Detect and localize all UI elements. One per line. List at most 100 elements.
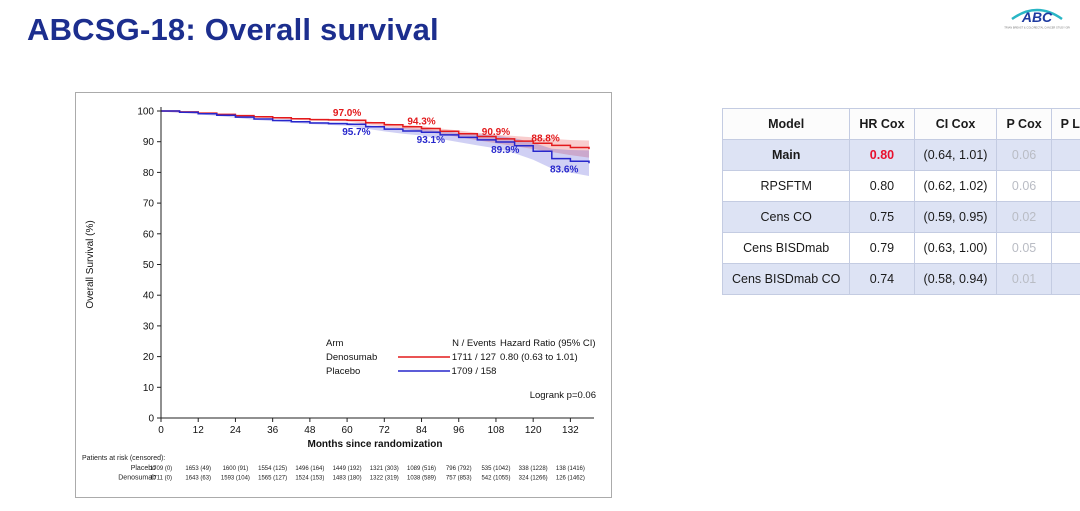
km-annotation: 88.8%	[531, 133, 559, 144]
km-curve-placebo	[161, 110, 590, 164]
x-tick-label: 84	[416, 425, 428, 436]
ci-band-placebo	[161, 111, 589, 176]
at-risk-value: 1321 (303)	[370, 466, 399, 472]
x-tick-label: 120	[525, 425, 542, 436]
x-tick-label: 48	[304, 425, 316, 436]
y-tick-label: 100	[137, 107, 154, 118]
legend-name: Denosumab	[326, 352, 377, 363]
cell-p-logrank: 0.06	[1050, 139, 1080, 171]
y-tick-label: 30	[143, 321, 155, 332]
results-row-cens-bisdmab-co: Cens BISDmab CO0.74(0.58, 0.94)0.010.01	[721, 263, 1080, 295]
at-risk-value: 324 (1266)	[519, 476, 548, 482]
at-risk-value: 1709 (0)	[150, 466, 172, 472]
y-tick-label: 10	[143, 383, 155, 394]
legend-col-nevents: N / Events	[452, 338, 496, 349]
at-risk-value: 1600 (91)	[223, 466, 249, 472]
logo-text: ABC	[1021, 9, 1053, 25]
at-risk-label: Patients at risk (censored):	[82, 455, 165, 462]
logo-swoosh	[1011, 8, 1063, 21]
at-risk-value: 757 (853)	[446, 476, 472, 482]
cell-hr: 0.74	[849, 263, 915, 295]
km-annotation: 83.6%	[550, 164, 578, 175]
at-risk-value: 1653 (49)	[185, 466, 211, 472]
cell-model: RPSFTM	[721, 170, 851, 202]
cell-p-cox: 0.05	[996, 232, 1052, 264]
at-risk-value: 796 (792)	[446, 466, 472, 472]
x-tick-label: 36	[267, 425, 279, 436]
y-tick-label: 80	[143, 168, 155, 179]
at-risk-value: 1089 (516)	[407, 466, 436, 472]
cell-ci: (0.64, 1.01)	[913, 139, 998, 171]
x-tick-label: 132	[562, 425, 579, 436]
abcsg-logo: ABC AUSTRIAN BREAST & COLORECTAL CANCER …	[999, 0, 1075, 34]
at-risk-value: 1643 (63)	[185, 476, 211, 482]
km-annotation: 97.0%	[333, 108, 361, 119]
at-risk-value: 1593 (104)	[221, 476, 250, 482]
cell-model: Cens BISDmab	[721, 232, 851, 264]
results-header-p-cox: P Cox	[996, 108, 1052, 140]
y-tick-label: 20	[143, 352, 155, 363]
at-risk-value: 338 (1228)	[519, 466, 548, 472]
slide-title: ABCSG-18: Overall survival	[27, 12, 439, 47]
km-chart-panel: 0 10 20 30 40 50 60 70 80 90 100 0 12 24 36 48 60 72 84 96 1…	[75, 92, 612, 498]
at-risk-row-name: Placebo	[131, 465, 156, 472]
at-risk-value: 1565 (127)	[258, 476, 287, 482]
legend-col-hr: Hazard Ratio (95% CI)	[500, 338, 596, 349]
km-annotation: 90.9%	[482, 127, 510, 138]
x-axis-label: Months since randomization	[307, 439, 442, 450]
legend-col-arm: Arm	[326, 338, 344, 349]
at-risk-value: 1496 (164)	[295, 466, 324, 472]
results-header-p-log-rank: P Log-rank	[1050, 108, 1080, 140]
km-annotation: 94.3%	[407, 116, 435, 127]
cell-hr: 0.80	[849, 139, 915, 171]
results-row-cens-co: Cens CO0.75(0.59, 0.95)0.020.02	[721, 201, 1080, 233]
cell-p-logrank: 0.06	[1050, 170, 1080, 202]
cell-model: Main	[721, 139, 851, 171]
cell-p-cox: 0.06	[996, 170, 1052, 202]
at-risk-value: 138 (1416)	[556, 466, 585, 472]
km-annotation: 95.7%	[342, 127, 370, 138]
logo-caption: AUSTRIAN BREAST & COLORECTAL CANCER STUD…	[1004, 26, 1070, 30]
x-tick-label: 12	[193, 425, 205, 436]
cell-ci: (0.58, 0.94)	[913, 263, 998, 295]
x-tick-label: 96	[453, 425, 465, 436]
results-header-ci-cox: CI Cox	[913, 108, 998, 140]
x-tick-label: 72	[379, 425, 391, 436]
y-tick-label: 50	[143, 260, 155, 271]
cell-model: Cens BISDmab CO	[721, 263, 851, 295]
y-axis-label: Overall Survival (%)	[85, 220, 96, 308]
at-risk-value: 1322 (319)	[370, 476, 399, 482]
x-tick-label: 108	[488, 425, 505, 436]
cell-p-logrank: 0.05	[1050, 232, 1080, 264]
legend-name: Placebo	[326, 366, 360, 377]
at-risk-value: 535 (1042)	[481, 466, 510, 472]
abcsg-logo-graphic: ABC AUSTRIAN BREAST & COLORECTAL CANCER …	[999, 8, 1075, 30]
at-risk-value: 1711 (0)	[150, 476, 172, 482]
legend-nevents: 1709 / 158	[452, 366, 497, 377]
at-risk-row-name: Denosumab	[118, 475, 156, 482]
cell-p-cox: 0.06	[996, 139, 1052, 171]
cell-p-cox: 0.02	[996, 201, 1052, 233]
cell-p-logrank: 0.02	[1050, 201, 1080, 233]
cell-p-cox: 0.01	[996, 263, 1052, 295]
at-risk-value: 1483 (180)	[333, 476, 362, 482]
y-tick-label: 60	[143, 229, 155, 240]
km-survival-chart: 0 10 20 30 40 50 60 70 80 90 100 0 12 24 36 48 60 72 84 96 1…	[82, 107, 596, 482]
legend-hr: 0.80 (0.63 to 1.01)	[500, 352, 578, 363]
cell-model: Cens CO	[721, 201, 851, 233]
logrank-label: Logrank p=0.06	[530, 390, 596, 401]
x-tick-label: 24	[230, 425, 242, 436]
cell-ci: (0.62, 1.02)	[913, 170, 998, 202]
results-header-model: Model	[721, 108, 851, 140]
cell-ci: (0.63, 1.00)	[913, 232, 998, 264]
at-risk-value: 126 (1462)	[556, 476, 585, 482]
y-tick-label: 90	[143, 137, 155, 148]
at-risk-value: 1524 (153)	[295, 476, 324, 482]
km-annotation: 93.1%	[417, 135, 445, 146]
at-risk-value: 1554 (125)	[258, 466, 287, 472]
